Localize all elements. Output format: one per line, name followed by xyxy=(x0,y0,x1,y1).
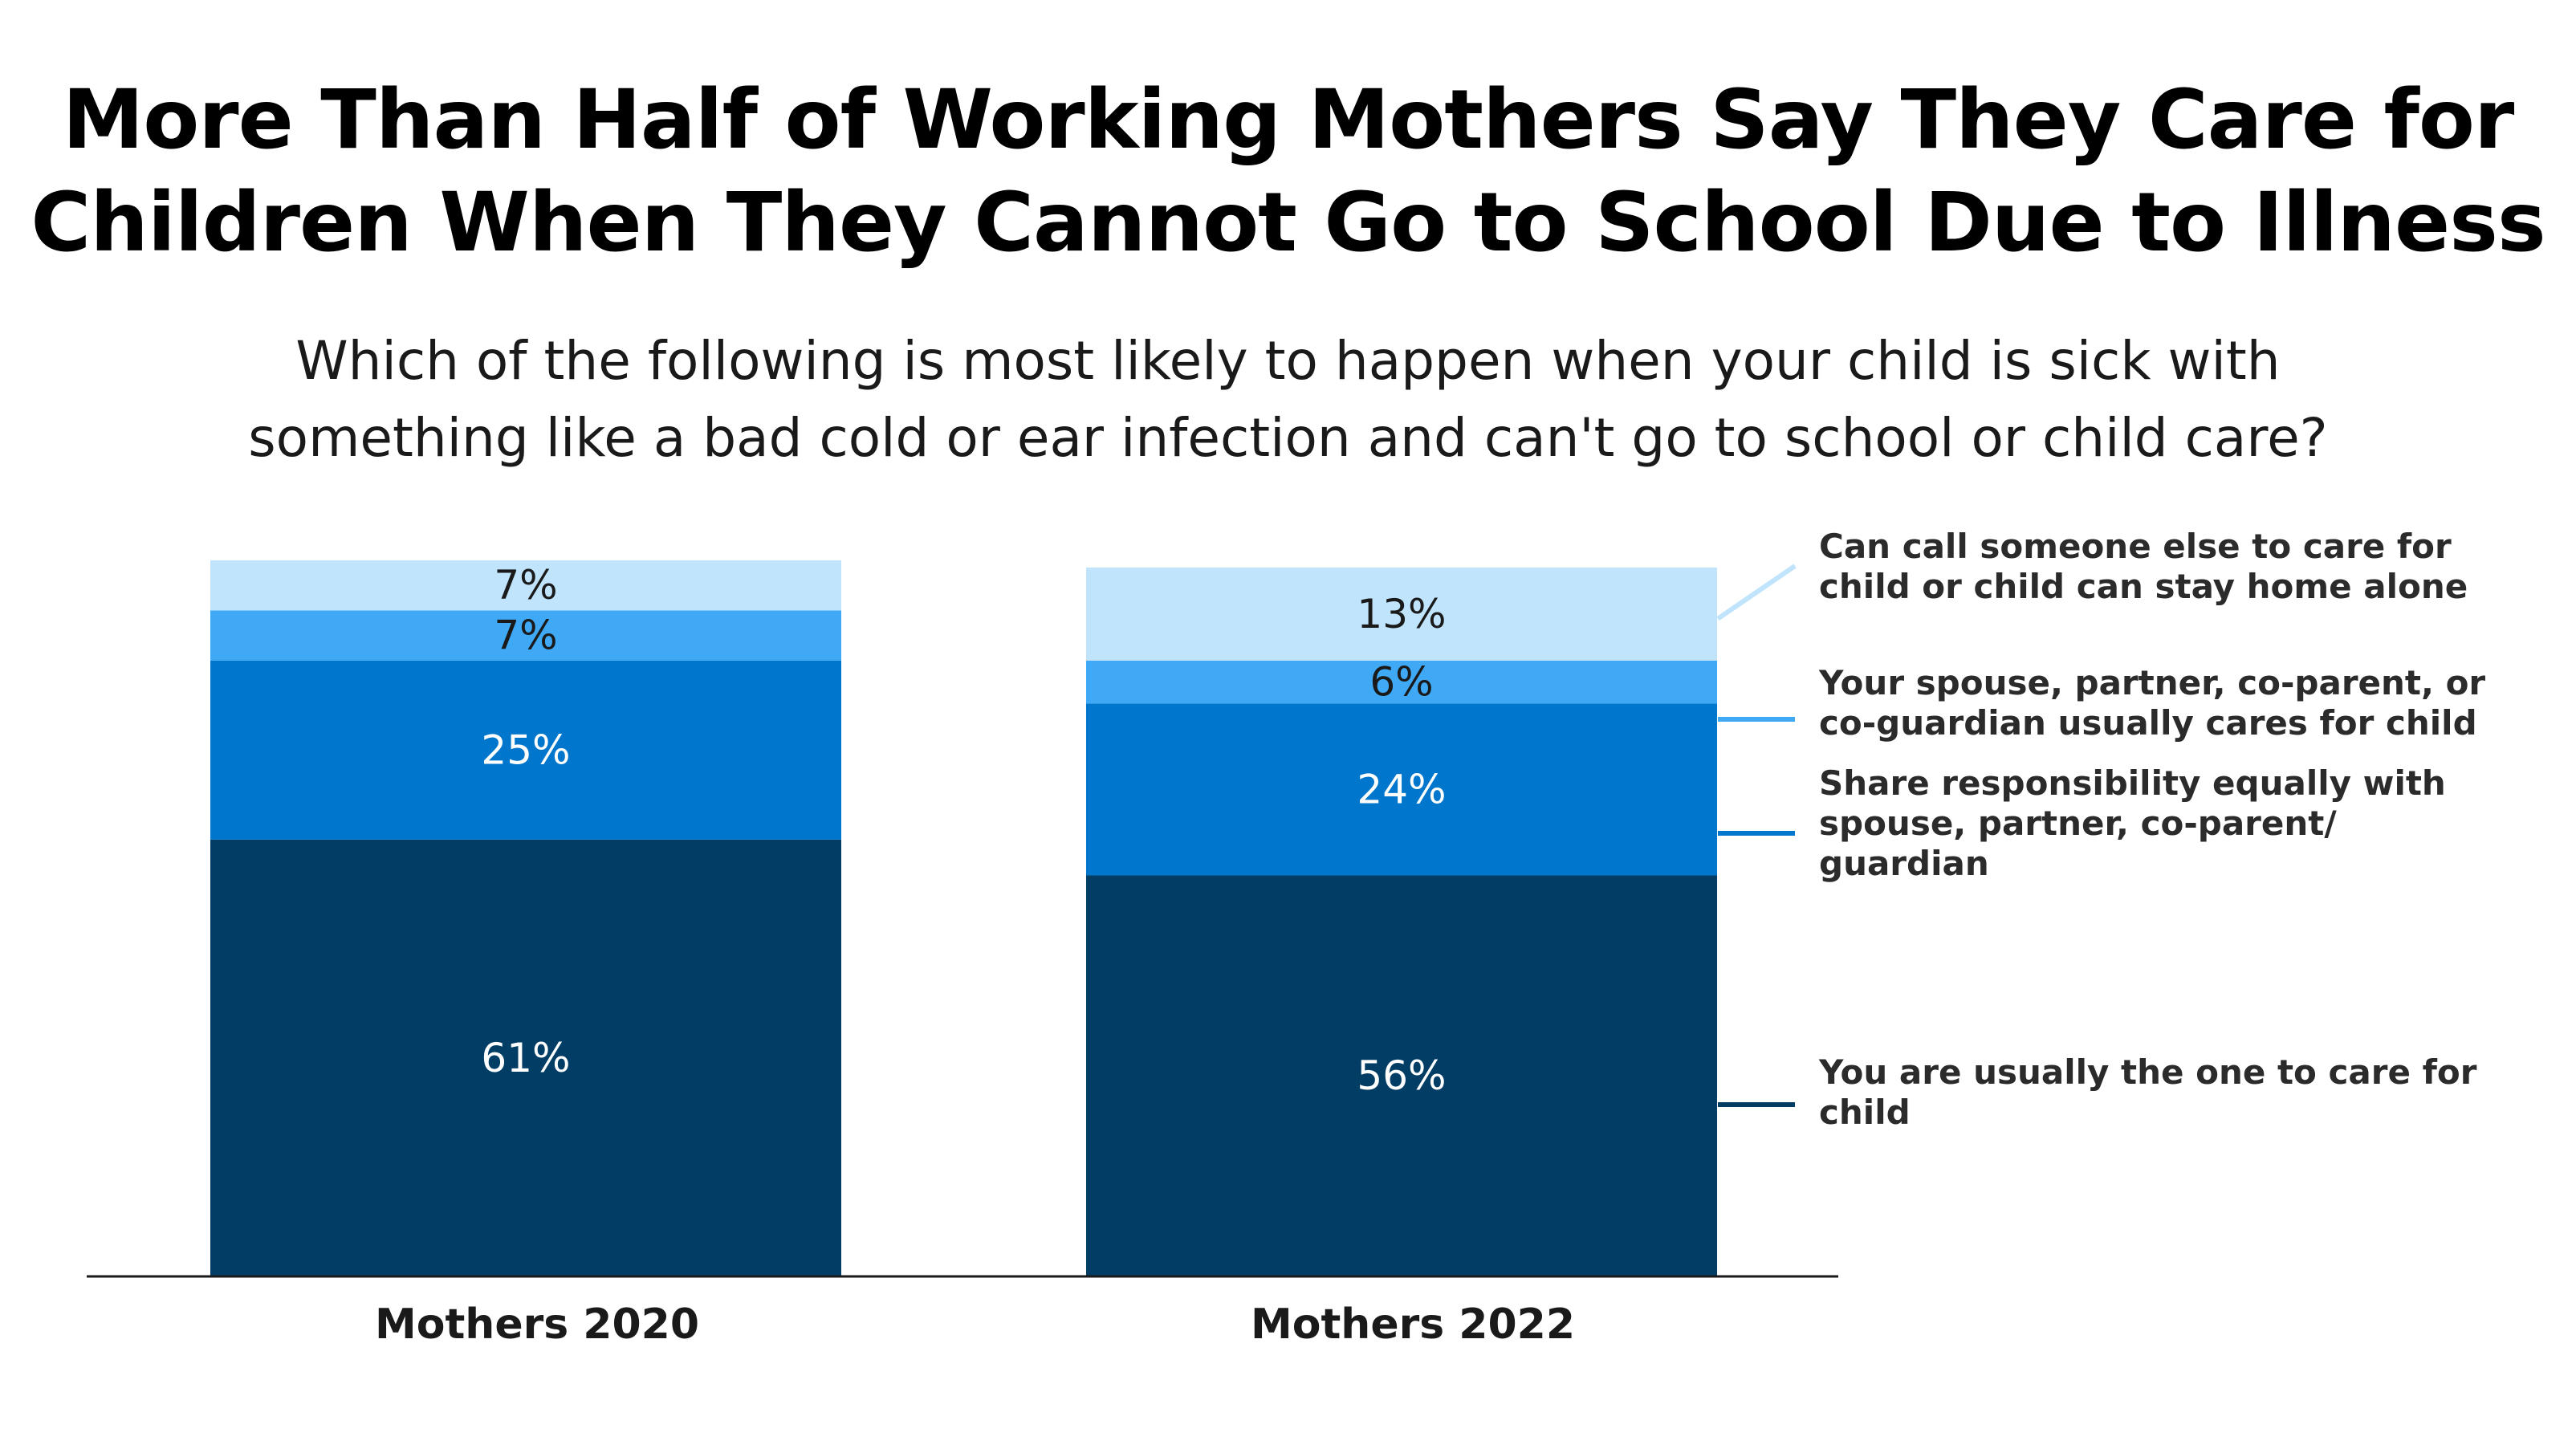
chart-title-line-2: Children When They Cannot Go to School D… xyxy=(31,175,2545,271)
data-label: 13% xyxy=(1357,591,1446,637)
chart-title-line-1: More Than Half of Working Mothers Say Th… xyxy=(62,72,2515,168)
legend-label: child xyxy=(1819,1093,1911,1132)
legend-label: Your spouse, partner, co-parent, or xyxy=(1818,663,2485,702)
data-label: 24% xyxy=(1357,766,1446,812)
legend-label: guardian xyxy=(1819,844,1989,883)
chart-subtitle: Which of the following is most likely to… xyxy=(0,323,2576,477)
bar-segment xyxy=(1086,703,1717,876)
bar-segment xyxy=(210,660,841,840)
data-label: 61% xyxy=(481,1035,570,1081)
legend-label: Share responsibility equally with xyxy=(1819,763,2446,803)
bar-segment xyxy=(210,610,841,661)
bar-segment xyxy=(1086,875,1717,1276)
legend-label: Can call someone else to care for xyxy=(1819,527,2452,566)
x-tick-label: Mothers 2022 xyxy=(1251,1300,1575,1349)
data-label: 25% xyxy=(481,727,570,773)
bar-segment xyxy=(1086,567,1717,661)
legend-label: co-guardian usually cares for child xyxy=(1819,703,2477,743)
legend-leader-line xyxy=(1716,564,1797,621)
chart-subtitle-line-2: something like a bad cold or ear infecti… xyxy=(248,407,2328,469)
legend-label: You are usually the one to care for xyxy=(1818,1052,2477,1092)
chart-subtitle-line-1: Which of the following is most likely to… xyxy=(295,330,2281,392)
legend-label: child or child can stay home alone xyxy=(1819,567,2468,606)
legend-label: spouse, partner, co-parent/ xyxy=(1819,804,2337,843)
bar-segment xyxy=(1086,660,1717,704)
data-label: 7% xyxy=(494,562,557,609)
data-label: 6% xyxy=(1369,659,1433,706)
data-label: 56% xyxy=(1357,1052,1446,1099)
chart-title: More Than Half of Working Mothers Say Th… xyxy=(0,69,2576,275)
data-label: 7% xyxy=(494,613,557,659)
bar-segment xyxy=(210,839,841,1276)
bar-segment xyxy=(210,560,841,611)
x-tick-label: Mothers 2020 xyxy=(375,1300,699,1349)
